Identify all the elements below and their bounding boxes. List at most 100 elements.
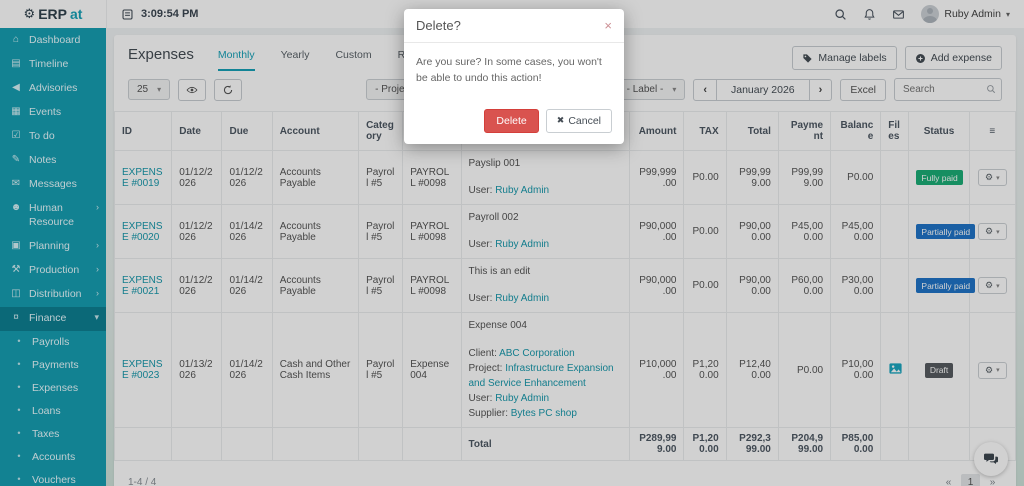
- sidebar-item-timeline[interactable]: ▤ Timeline: [0, 52, 106, 76]
- sidebar-label: Distribution: [29, 287, 82, 300]
- tab-custom[interactable]: Custom: [335, 49, 372, 61]
- close-icon[interactable]: ×: [604, 18, 612, 33]
- sidebar-item-loans[interactable]: • Loans: [0, 400, 106, 423]
- cell-title: PAYROLL #0098: [402, 150, 462, 205]
- cell-balance: P45,000.00: [830, 204, 882, 259]
- pagination-page-1[interactable]: 1: [961, 474, 980, 486]
- sidebar-item-todo[interactable]: ☑ To do: [0, 125, 106, 149]
- table-row: EXPENSE #0021 01/12/2026 01/14/2026 Acco…: [113, 258, 1017, 313]
- cell-actions: ⚙ ▾: [968, 204, 1017, 259]
- search-input[interactable]: [894, 78, 1002, 101]
- next-month-button[interactable]: ›: [808, 78, 833, 101]
- month-label: January 2026: [717, 78, 809, 101]
- table-total-row: Total P289,999.00 P1,200.00 P292,399.00 …: [113, 427, 1017, 461]
- col-due: Due: [221, 111, 273, 151]
- expense-id-link[interactable]: EXPENSE #0019: [122, 166, 163, 189]
- manage-labels-label: Manage labels: [818, 52, 887, 64]
- sidebar: ⌂ Dashboard ▤ Timeline ◀ Advisories ▦ Events…: [0, 28, 106, 486]
- chevron-right-icon: ›: [96, 263, 99, 274]
- sidebar-item-payments[interactable]: • Payments: [0, 354, 106, 377]
- cogs-icon: ⚙: [985, 280, 994, 290]
- sidebar-item-expenses[interactable]: • Expenses: [0, 377, 106, 400]
- cell-balance: P0.00: [830, 150, 882, 205]
- user-link[interactable]: Ruby Admin: [495, 239, 550, 250]
- search-field-wrap: [894, 78, 1002, 101]
- expense-id-link[interactable]: EXPENSE #0021: [122, 274, 163, 297]
- add-expense-label: Add expense: [930, 52, 992, 64]
- expense-id-link[interactable]: EXPENSE #0020: [122, 220, 163, 243]
- row-actions-button[interactable]: ⚙ ▾: [978, 169, 1007, 186]
- user-link[interactable]: Ruby Admin: [495, 185, 550, 196]
- toggle-columns-eye-button[interactable]: [178, 78, 207, 101]
- prev-month-button[interactable]: ‹: [693, 78, 717, 101]
- sidebar-item-advisories[interactable]: ◀ Advisories: [0, 76, 106, 100]
- cell-status: Fully paid: [908, 150, 970, 205]
- sidebar-item-notes[interactable]: ✎ Notes: [0, 149, 106, 173]
- cell-balance: P30,000.00: [830, 258, 882, 313]
- chevron-right-icon: ›: [96, 287, 99, 298]
- status-badge: Partially paid: [916, 278, 976, 293]
- supplier-link[interactable]: Bytes PC shop: [510, 408, 577, 419]
- sidebar-item-finance[interactable]: ¤ Finance ▾: [0, 306, 106, 331]
- sidebar-label: Events: [29, 105, 62, 118]
- search-icon[interactable]: [834, 8, 847, 21]
- row-actions-button[interactable]: ⚙ ▾: [978, 277, 1007, 294]
- cell-total: P90,000.00: [725, 258, 779, 313]
- cell-blank: [113, 427, 173, 461]
- page-size-select[interactable]: 25 ▾: [128, 79, 171, 100]
- supplier-label: Supplier:: [468, 408, 508, 419]
- user-link[interactable]: Ruby Admin: [495, 293, 550, 304]
- mail-envelope-icon[interactable]: [892, 8, 905, 21]
- row-actions-button[interactable]: ⚙ ▾: [978, 223, 1007, 240]
- modal-footer: Delete ✖ Cancel: [404, 100, 624, 144]
- excel-export-button[interactable]: Excel: [840, 78, 886, 101]
- sidebar-item-dashboard[interactable]: ⌂ Dashboard: [0, 28, 106, 52]
- brand-text-accent: at: [70, 6, 83, 22]
- client-link[interactable]: ABC Corporation: [499, 348, 575, 359]
- cell-blank: [221, 427, 273, 461]
- cancel-button[interactable]: ✖ Cancel: [545, 108, 612, 133]
- label-filter-select[interactable]: - Label - ▾: [617, 79, 686, 100]
- sidebar-item-distribution[interactable]: ◫ Distribution ›: [0, 282, 106, 306]
- sidebar-item-messages[interactable]: ✉ Messages: [0, 173, 106, 197]
- expense-id-link[interactable]: EXPENSE #0023: [122, 359, 163, 381]
- total-amount: P289,999.00: [629, 427, 685, 461]
- image-file-icon[interactable]: [888, 361, 903, 376]
- description-text: Payslip 001: [468, 158, 521, 169]
- clock-group: 3:09:54 PM: [106, 0, 198, 28]
- sidebar-item-accounts[interactable]: • Accounts: [0, 446, 106, 469]
- pagination-prev[interactable]: «: [945, 477, 952, 486]
- chevron-down-icon: ▾: [996, 174, 1000, 182]
- project-link[interactable]: Infrastructure Expansion and Service Enh…: [468, 363, 614, 389]
- user-link[interactable]: Ruby Admin: [495, 393, 550, 404]
- refresh-button[interactable]: [214, 78, 243, 101]
- sidebar-label: Accounts: [32, 451, 76, 464]
- cell-status: Partially paid: [908, 258, 976, 313]
- delete-button[interactable]: Delete: [484, 108, 539, 133]
- cogs-icon: ⚙: [985, 172, 994, 182]
- row-actions-button[interactable]: ⚙ ▾: [978, 361, 1007, 379]
- sidebar-item-planning[interactable]: ▣ Planning ›: [0, 234, 106, 258]
- sidebar-label: Messages: [29, 178, 77, 191]
- chat-fab-button[interactable]: [974, 442, 1008, 476]
- manage-labels-button[interactable]: Manage labels: [792, 46, 897, 70]
- sidebar-item-events[interactable]: ▦ Events: [0, 100, 106, 124]
- tab-yearly[interactable]: Yearly: [280, 49, 310, 61]
- chevron-down-icon: ▾: [1005, 9, 1010, 19]
- user-menu[interactable]: Ruby Admin ▾: [921, 5, 1010, 23]
- cell-blank: [358, 427, 404, 461]
- sidebar-item-taxes[interactable]: • Taxes: [0, 423, 106, 446]
- bullet-icon: •: [17, 358, 21, 369]
- sidebar-item-vouchers[interactable]: • Vouchers: [0, 469, 106, 486]
- sidebar-label: Vouchers: [32, 474, 76, 486]
- app-logo[interactable]: ⚙ ERP at: [0, 6, 106, 22]
- sidebar-item-payrolls[interactable]: • Payrolls: [0, 331, 106, 354]
- notifications-bell-icon[interactable]: [863, 8, 876, 21]
- expenses-table: ID Date Due Account Category Title Descr…: [113, 111, 1017, 461]
- sidebar-item-human-resource[interactable]: ☻ Human Resource ›: [0, 197, 106, 234]
- sidebar-item-production[interactable]: ⚒ Production ›: [0, 258, 106, 282]
- brand-text: ERP: [38, 6, 67, 22]
- pagination-next[interactable]: »: [989, 477, 996, 486]
- tab-monthly[interactable]: Monthly: [217, 49, 255, 71]
- add-expense-button[interactable]: Add expense: [904, 46, 1002, 70]
